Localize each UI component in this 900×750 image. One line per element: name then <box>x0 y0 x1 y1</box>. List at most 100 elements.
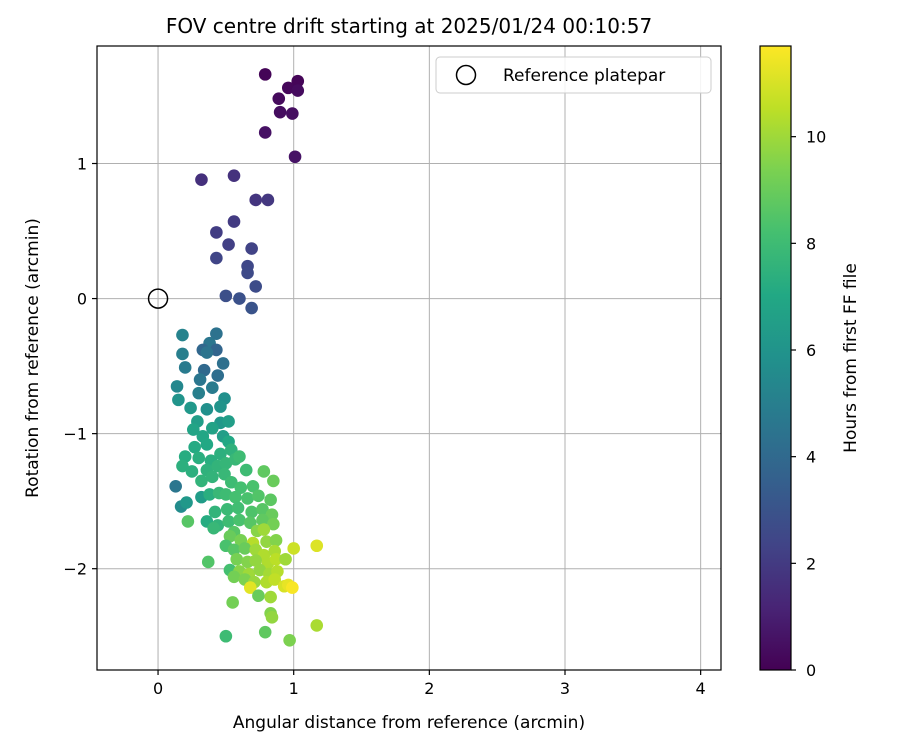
data-point <box>233 450 246 463</box>
data-point <box>222 238 235 251</box>
data-point <box>200 438 214 451</box>
data-point <box>208 505 222 519</box>
data-point <box>176 328 189 342</box>
x-tick-label: 2 <box>424 679 434 698</box>
data-point <box>256 502 269 516</box>
data-point <box>220 502 234 516</box>
data-point <box>214 447 227 461</box>
data-point <box>206 421 219 435</box>
data-point <box>265 611 279 624</box>
data-point <box>253 563 267 577</box>
y-tick-label: −2 <box>63 560 87 579</box>
data-point <box>210 251 223 265</box>
data-point <box>227 215 241 228</box>
data-point <box>227 169 241 182</box>
data-point <box>187 423 200 436</box>
x-tick-label: 0 <box>153 679 163 698</box>
x-axis-ticks: 0 1 2 3 4 <box>153 670 706 698</box>
data-point <box>256 513 269 527</box>
data-point <box>176 459 189 473</box>
data-point <box>216 357 230 370</box>
data-point <box>261 193 275 207</box>
x-tick-label: 1 <box>289 679 299 698</box>
data-point <box>245 505 258 519</box>
y-tick-label: 0 <box>77 290 87 309</box>
data-point <box>210 226 223 239</box>
data-point <box>291 84 305 97</box>
data-point <box>178 450 192 463</box>
data-point <box>291 74 305 88</box>
data-point <box>192 386 206 400</box>
data-point <box>268 573 282 586</box>
data-point <box>249 554 263 567</box>
plot-frame <box>96 45 722 671</box>
data-point <box>257 523 271 536</box>
data-point <box>245 301 258 315</box>
data-point <box>193 373 207 386</box>
colorbar-label: Hours from first FF file <box>841 263 861 453</box>
data-point <box>181 515 195 528</box>
data-point <box>241 266 254 280</box>
legend-box <box>435 56 712 94</box>
data-point <box>286 581 299 594</box>
data-point <box>188 440 201 454</box>
data-point <box>226 596 239 609</box>
data-point <box>310 619 324 632</box>
reference-point-marker <box>147 288 169 309</box>
data-point <box>283 633 296 647</box>
data-point <box>269 552 283 566</box>
colorbar-tick-label: 10 <box>806 128 826 147</box>
colorbar-tick-label: 6 <box>806 341 816 360</box>
data-point <box>172 393 185 407</box>
data-point <box>233 292 246 305</box>
data-point <box>249 280 263 293</box>
y-axis-label: Rotation from reference (arcmin) <box>23 218 43 498</box>
data-point <box>281 81 295 95</box>
y-tick-label: 1 <box>77 155 87 174</box>
data-point <box>267 474 280 488</box>
legend-marker-icon <box>455 64 477 86</box>
data-point <box>229 490 242 504</box>
data-point <box>210 343 223 357</box>
data-point <box>195 173 208 187</box>
data-point <box>310 539 324 553</box>
data-point <box>203 488 216 501</box>
plot-area: 0 1 2 3 4 −2 −1 0 1 <box>63 45 722 698</box>
data-point <box>178 361 192 374</box>
data-point <box>195 474 208 488</box>
colorbar: 0 2 4 6 8 10 Hours from first FF file <box>759 45 861 680</box>
y-axis-ticks: −2 −1 0 1 <box>63 155 97 579</box>
data-point <box>200 403 214 416</box>
data-point <box>219 488 233 501</box>
data-point <box>219 457 233 470</box>
grid-lines <box>97 46 721 670</box>
x-axis-label: Angular distance from reference (arcmin) <box>233 713 585 733</box>
data-point <box>243 581 257 594</box>
data-point <box>210 327 223 340</box>
colorbar-tick-label: 0 <box>806 661 816 680</box>
data-point <box>180 496 193 509</box>
data-point <box>234 481 248 494</box>
data-point <box>176 347 189 361</box>
y-tick-label: −1 <box>63 425 87 444</box>
data-point <box>197 363 211 377</box>
data-point <box>192 451 206 465</box>
data-point <box>206 470 219 484</box>
data-point <box>201 555 215 569</box>
data-point <box>224 475 238 489</box>
data-point <box>227 543 241 557</box>
data-point <box>230 552 244 566</box>
data-point <box>219 289 233 303</box>
data-point <box>227 570 241 584</box>
x-tick-label: 3 <box>560 679 570 698</box>
data-points <box>169 68 324 647</box>
data-point <box>269 534 283 547</box>
data-point <box>260 535 273 548</box>
data-point <box>279 552 292 566</box>
data-point <box>185 465 199 478</box>
data-point <box>231 501 245 515</box>
data-point <box>245 242 258 255</box>
